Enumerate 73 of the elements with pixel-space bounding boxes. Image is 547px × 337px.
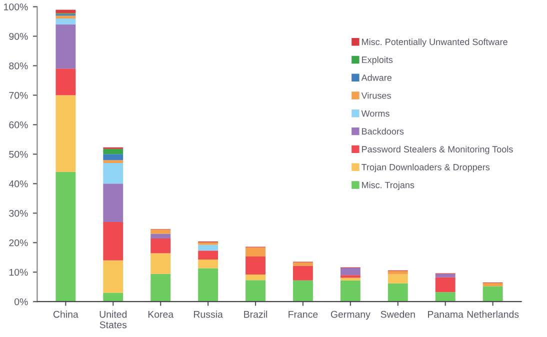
legend-label: Viruses bbox=[361, 92, 391, 99]
x-tick-label: Panama bbox=[428, 311, 464, 318]
bar bbox=[56, 10, 76, 14]
x-tick-label: China bbox=[53, 310, 78, 318]
legend-label: Backdoors bbox=[362, 128, 404, 135]
bar bbox=[103, 163, 124, 184]
bar bbox=[56, 68, 76, 96]
x-tick-label: Sweden bbox=[380, 310, 415, 318]
legend-label: Password Stealers & Monitoring Tools bbox=[362, 146, 513, 154]
bar bbox=[388, 270, 408, 274]
x-tick-label: Netherlands bbox=[467, 310, 519, 318]
y-tick-label: 20% bbox=[9, 239, 28, 246]
bar bbox=[388, 283, 408, 302]
bar bbox=[56, 18, 76, 24]
x-tick-label: Russia bbox=[194, 310, 223, 318]
x-tick-label: United States bbox=[100, 310, 127, 328]
x-tick-label: Germany bbox=[330, 310, 370, 320]
bar bbox=[103, 148, 124, 154]
x-tick-label: Korea bbox=[148, 311, 174, 318]
bar bbox=[246, 256, 266, 274]
legend-label: Misc. Potentially Unwanted Software bbox=[362, 38, 508, 47]
y-tick-label: 70% bbox=[9, 92, 28, 99]
bar bbox=[103, 160, 124, 164]
bar bbox=[198, 268, 218, 302]
bar bbox=[293, 266, 313, 280]
x-tick-label: France bbox=[288, 311, 318, 318]
legend-label: Exploits bbox=[362, 56, 393, 65]
bar bbox=[388, 274, 408, 284]
bar bbox=[198, 244, 218, 251]
bar bbox=[150, 253, 171, 274]
bar bbox=[246, 274, 266, 280]
legend-label: Trojan Downloaders & Droppers bbox=[362, 164, 490, 172]
bar bbox=[246, 280, 266, 302]
bar bbox=[198, 250, 218, 260]
bar bbox=[150, 230, 171, 234]
x-tick-label: Brazil bbox=[244, 310, 268, 318]
bar bbox=[293, 262, 313, 266]
legend-label: Misc. Trojans bbox=[362, 182, 414, 190]
bar bbox=[482, 286, 503, 302]
y-tick-label: 60% bbox=[9, 121, 28, 128]
bar bbox=[56, 172, 76, 302]
y-tick-label: 100% bbox=[4, 3, 28, 10]
y-tick-label: 80% bbox=[9, 62, 28, 70]
y-tick-label: 10% bbox=[9, 268, 28, 276]
bar bbox=[103, 222, 124, 260]
y-tick-label: 0% bbox=[14, 298, 28, 306]
y-tick-label: 40% bbox=[8, 180, 28, 188]
bar bbox=[246, 247, 266, 256]
bar bbox=[103, 260, 124, 293]
bar bbox=[150, 238, 171, 254]
legend-label: Worms bbox=[361, 110, 390, 117]
y-tick-label: 50% bbox=[9, 150, 28, 158]
bar bbox=[198, 259, 218, 268]
bar bbox=[56, 24, 76, 69]
bar bbox=[340, 268, 360, 276]
bar bbox=[482, 283, 503, 286]
bar bbox=[150, 274, 171, 302]
bar bbox=[435, 277, 456, 292]
bar bbox=[340, 275, 360, 278]
y-tick-label: 30% bbox=[9, 210, 28, 217]
bar bbox=[56, 95, 76, 172]
bar bbox=[435, 274, 456, 278]
bar bbox=[56, 16, 76, 19]
legend-label: Adware bbox=[361, 74, 392, 81]
bar bbox=[103, 154, 124, 160]
bar bbox=[340, 280, 360, 302]
bar bbox=[435, 292, 456, 302]
bar bbox=[150, 234, 171, 239]
bar bbox=[103, 184, 124, 222]
bar bbox=[103, 292, 124, 302]
bar bbox=[293, 280, 313, 302]
y-tick-label: 90% bbox=[9, 32, 28, 40]
bar bbox=[340, 278, 360, 280]
